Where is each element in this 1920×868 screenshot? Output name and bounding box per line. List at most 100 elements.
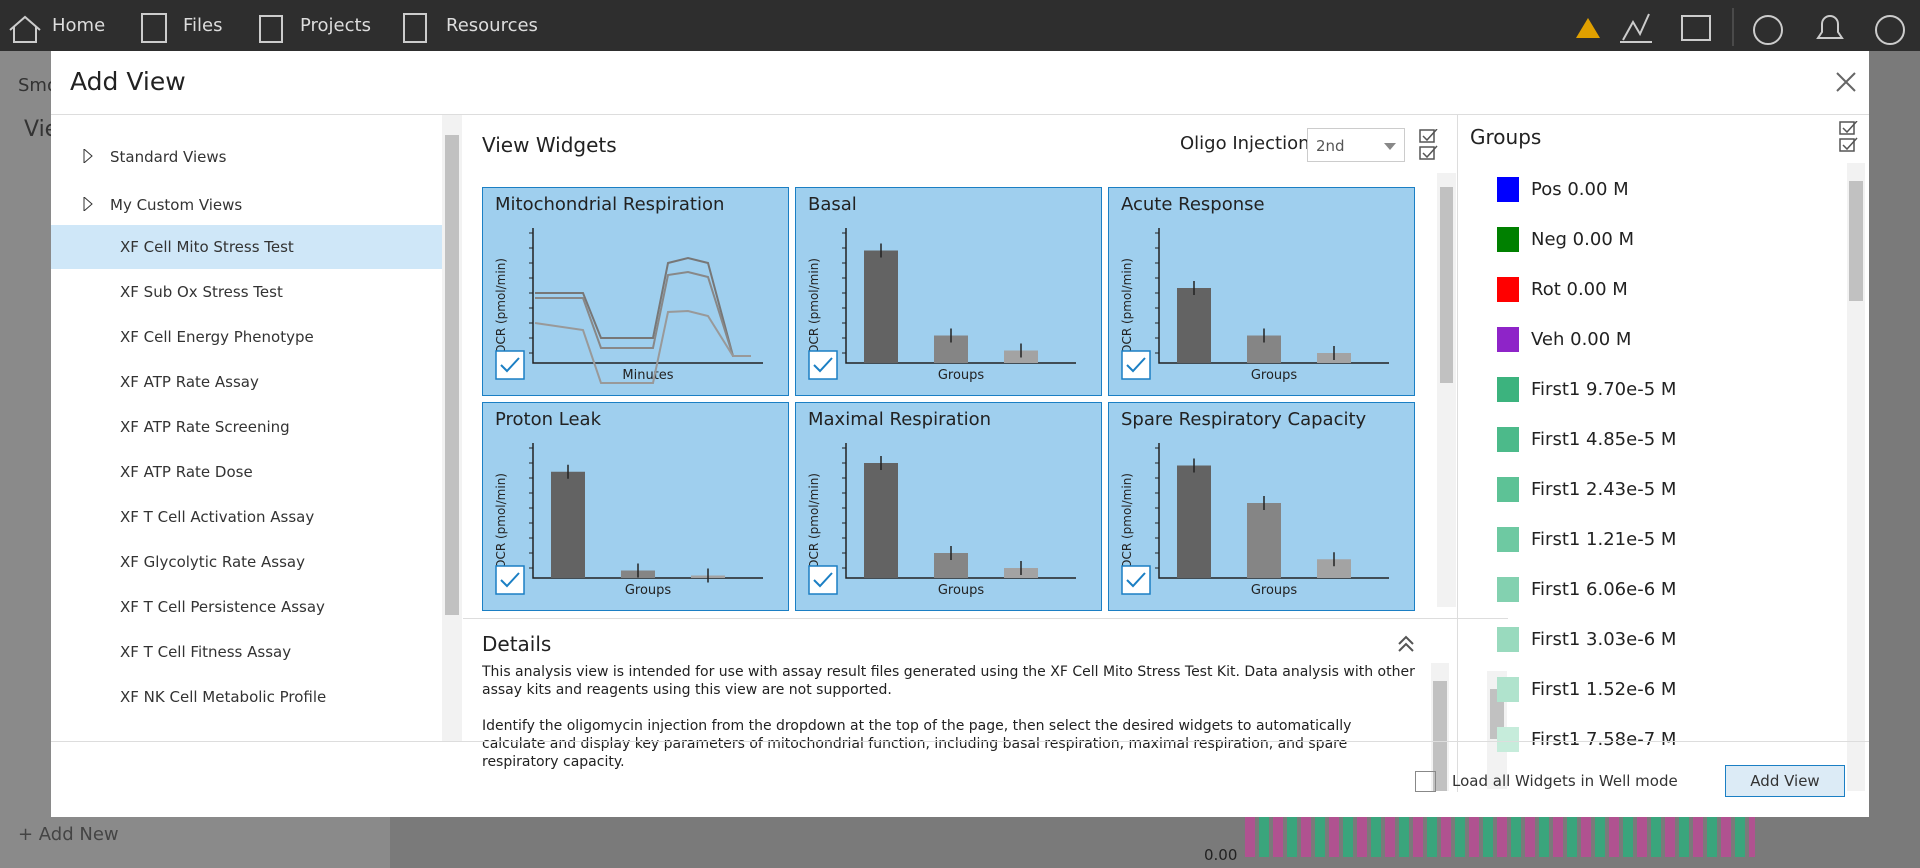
files-icon[interactable] xyxy=(141,13,167,43)
collapse-details[interactable] xyxy=(1397,635,1415,653)
widget-checkbox[interactable] xyxy=(808,565,838,595)
group-swatch xyxy=(1497,327,1519,352)
dialog-title: Add View xyxy=(70,67,186,96)
tree-item[interactable]: XF Cell Mito Stress Test xyxy=(51,225,442,269)
user-icon[interactable] xyxy=(1753,15,1783,45)
home-icon[interactable] xyxy=(9,15,41,43)
select-all-widgets[interactable] xyxy=(1419,129,1439,161)
tree-section[interactable]: Standard Views xyxy=(110,148,227,166)
details-title: Details xyxy=(482,632,552,656)
group-item[interactable]: Veh 0.00 M xyxy=(1497,327,1631,357)
add-new[interactable]: + Add New xyxy=(18,824,119,845)
group-item[interactable]: Neg 0.00 M xyxy=(1497,227,1634,257)
expand-arrow[interactable] xyxy=(81,197,95,211)
checkmark xyxy=(500,572,520,588)
group-swatch xyxy=(1497,277,1519,302)
group-name: Pos 0.00 M xyxy=(1531,179,1629,200)
group-item[interactable]: First1 4.85e-5 M xyxy=(1497,427,1676,457)
group-swatch xyxy=(1497,677,1519,702)
tree-section[interactable]: My Custom Views xyxy=(110,196,243,214)
nav-item[interactable]: Resources xyxy=(446,15,538,36)
widget-card[interactable]: Spare Respiratory Capacity OCR (pmol/min)… xyxy=(1108,402,1415,611)
thumb-bar xyxy=(1317,559,1351,578)
thumb-axes xyxy=(532,443,763,579)
thumb-line xyxy=(535,270,751,357)
tree-item[interactable]: XF ATP Rate Screening xyxy=(120,418,290,436)
widget-title: Spare Respiratory Capacity xyxy=(1121,409,1367,430)
resources-icon[interactable] xyxy=(403,13,427,43)
nav-item[interactable]: Projects xyxy=(300,15,371,36)
bell-icon[interactable] xyxy=(1816,15,1844,39)
bg-axis-value: 0.00 xyxy=(1204,846,1238,864)
widgets-scroll-thumb[interactable] xyxy=(1440,187,1453,383)
groups-list: Pos 0.00 M Neg 0.00 M Rot 0.00 M Veh 0.00 M… xyxy=(1457,161,1837,791)
close-button[interactable] xyxy=(1835,71,1857,93)
group-item[interactable]: First1 7.58e-7 M xyxy=(1497,727,1676,757)
trend-icon[interactable] xyxy=(1681,15,1711,41)
group-swatch xyxy=(1497,377,1519,402)
group-name: Veh 0.00 M xyxy=(1531,329,1632,350)
group-item[interactable]: First1 1.52e-6 M xyxy=(1497,677,1676,707)
thumb-axes xyxy=(1158,443,1389,579)
details-paragraph: Identify the oligomycin injection from t… xyxy=(482,718,1352,770)
well-mode-checkbox[interactable] xyxy=(1415,771,1436,792)
injection-label: Oligo Injection xyxy=(1180,133,1310,154)
tree-item[interactable]: XF Glycolytic Rate Assay xyxy=(120,553,305,571)
group-item[interactable]: First1 1.21e-5 M xyxy=(1497,527,1676,557)
widget-card[interactable]: Proton Leak OCR (pmol/min) Groups xyxy=(482,402,789,611)
widget-thumbnail xyxy=(842,443,1076,579)
expand-arrow[interactable] xyxy=(81,149,95,163)
details-scroll-thumb[interactable] xyxy=(1433,681,1447,791)
tree-item[interactable]: XF NK Cell Metabolic Profile xyxy=(120,688,327,706)
widget-checkbox[interactable] xyxy=(1121,350,1151,380)
groups-scroll-thumb[interactable] xyxy=(1849,181,1863,301)
select-all-groups[interactable] xyxy=(1839,121,1859,153)
widget-card[interactable]: Basal OCR (pmol/min) Groups xyxy=(795,187,1102,396)
tree-item[interactable]: XF T Cell Persistence Assay xyxy=(120,598,325,616)
add-view-button[interactable]: Add View xyxy=(1725,765,1845,797)
arrow xyxy=(83,197,93,211)
widget-checkbox[interactable] xyxy=(808,350,838,380)
widget-x-label: Groups xyxy=(937,368,985,383)
tree-item[interactable]: XF ATP Rate Assay xyxy=(120,373,259,391)
chart-icon[interactable] xyxy=(1620,13,1652,43)
checkmark xyxy=(1126,357,1146,373)
tree-item[interactable]: XF T Cell Fitness Assay xyxy=(120,643,292,661)
group-item[interactable]: First1 3.03e-6 M xyxy=(1497,627,1676,657)
nav-item[interactable]: Home xyxy=(52,15,106,36)
bg-chart xyxy=(1245,817,1755,857)
widget-card[interactable]: Mitochondrial Respiration OCR (pmol/min) M… xyxy=(482,187,789,396)
checkbox-box xyxy=(1121,350,1151,380)
widget-card[interactable]: Acute Response OCR (pmol/min) Groups xyxy=(1108,187,1415,396)
group-item[interactable]: First1 6.06e-6 M xyxy=(1497,577,1676,607)
nav-icons xyxy=(9,8,1905,46)
group-item[interactable]: Rot 0.00 M xyxy=(1497,277,1628,307)
widget-checkbox[interactable] xyxy=(1121,565,1151,595)
group-item[interactable]: First1 9.70e-5 M xyxy=(1497,377,1676,407)
group-name: First1 4.85e-5 M xyxy=(1531,429,1677,450)
nav-item[interactable]: Files xyxy=(183,15,223,36)
thumb-axes xyxy=(532,228,763,364)
warning-icon[interactable] xyxy=(1576,18,1600,38)
tree-item[interactable]: XF Sub Ox Stress Test xyxy=(120,283,283,301)
group-item[interactable]: First1 2.43e-5 M xyxy=(1497,477,1676,507)
tree-item[interactable]: XF T Cell Activation Assay xyxy=(120,508,315,526)
tree-scroll-thumb[interactable] xyxy=(445,135,459,615)
tree-item[interactable]: XF Cell Energy Phenotype xyxy=(120,328,314,346)
widget-x-label: Groups xyxy=(1250,583,1298,598)
thumb-bar xyxy=(864,250,898,363)
injection-select[interactable]: 2nd xyxy=(1307,128,1405,162)
widget-card[interactable]: Maximal Respiration OCR (pmol/min) Groups xyxy=(795,402,1102,611)
details-scrollbar[interactable] xyxy=(1431,663,1449,791)
tree-item[interactable]: XF ATP Rate Dose xyxy=(120,463,253,481)
widgets-scrollbar[interactable] xyxy=(1437,173,1456,607)
bg-tab: Smo xyxy=(18,75,58,96)
group-item[interactable]: Pos 0.00 M xyxy=(1497,177,1629,207)
tree-scrollbar[interactable] xyxy=(442,115,462,741)
projects-icon[interactable] xyxy=(259,15,283,43)
widget-checkbox[interactable] xyxy=(495,350,525,380)
widget-checkbox[interactable] xyxy=(495,565,525,595)
groups-scrollbar[interactable] xyxy=(1847,163,1865,791)
help-icon[interactable] xyxy=(1875,15,1905,45)
widget-title: Basal xyxy=(808,194,857,215)
